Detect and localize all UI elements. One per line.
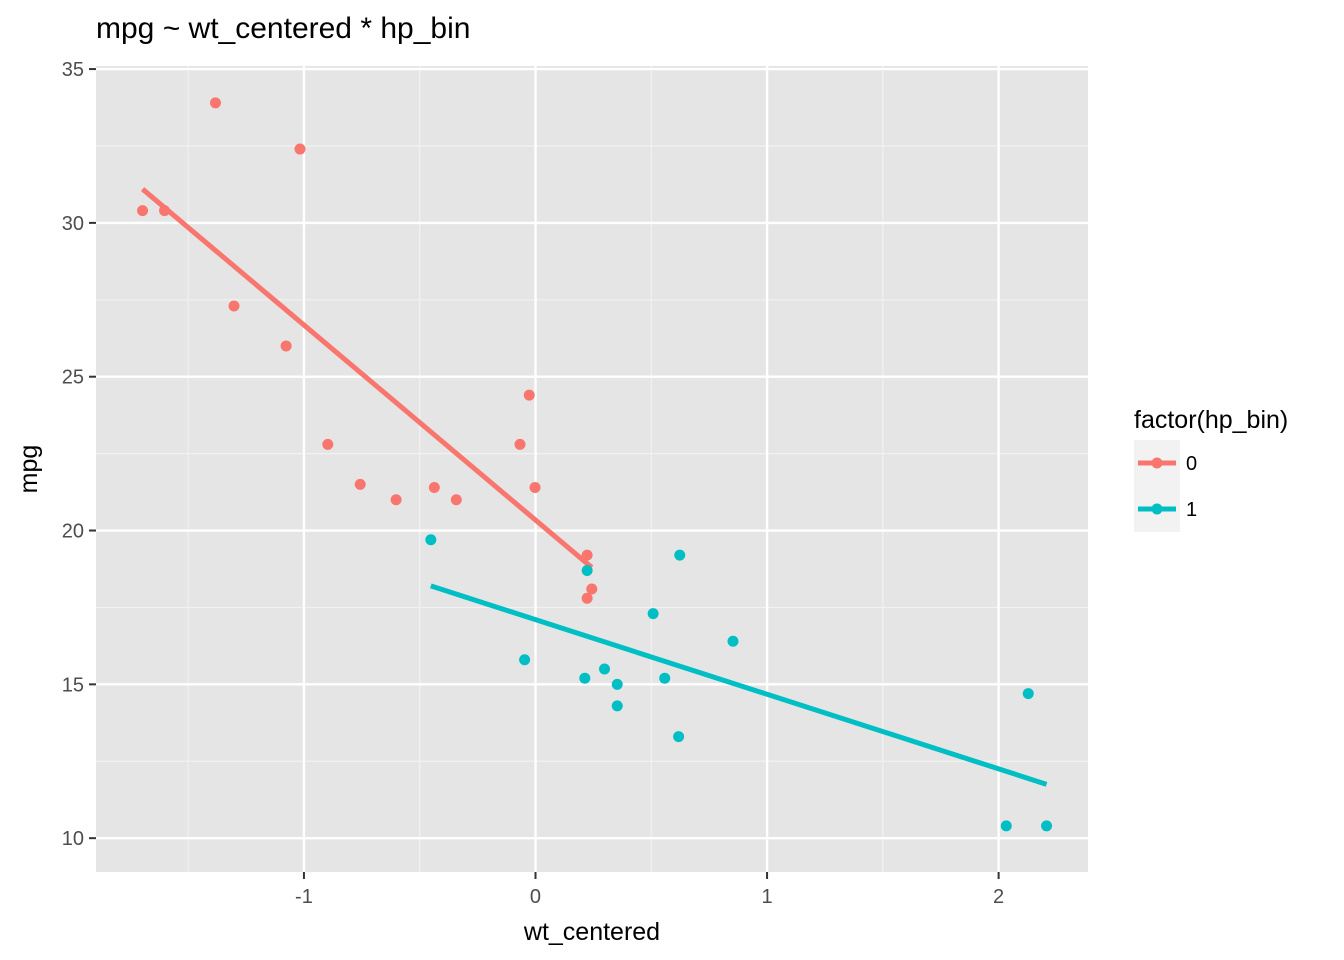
plot-panel xyxy=(96,66,1088,872)
data-point-1 xyxy=(1041,820,1053,832)
grid-major xyxy=(96,66,1088,872)
data-point-1 xyxy=(581,565,593,577)
data-point-0 xyxy=(514,438,526,450)
legend-title: factor(hp_bin) xyxy=(1134,406,1288,434)
data-point-0 xyxy=(209,97,221,109)
y-tick-label: 20 xyxy=(62,521,84,543)
chart-title: mpg ~ wt_centered * hp_bin xyxy=(96,12,470,45)
data-point-1 xyxy=(425,534,437,546)
data-point-1 xyxy=(659,672,671,684)
data-point-0 xyxy=(523,389,535,401)
legend-key-point xyxy=(1151,457,1163,469)
data-point-0 xyxy=(294,143,306,155)
data-point-0 xyxy=(390,494,402,506)
data-point-0 xyxy=(137,205,149,217)
data-point-1 xyxy=(611,678,623,690)
x-axis-title: wt_centered xyxy=(523,918,660,946)
data-point-0 xyxy=(450,494,462,506)
legend-keys: 01 xyxy=(1134,440,1197,532)
legend-key-point xyxy=(1151,503,1163,515)
y-tick-label: 30 xyxy=(62,213,84,235)
data-point-0 xyxy=(581,549,593,561)
data-point-0 xyxy=(228,300,240,312)
legend-label: 1 xyxy=(1186,499,1197,521)
legend: factor(hp_bin) 01 xyxy=(1134,406,1288,532)
data-point-1 xyxy=(519,654,531,666)
y-tick-label: 35 xyxy=(62,59,84,81)
fit-line-1 xyxy=(430,583,1048,787)
data-point-0 xyxy=(354,478,366,490)
data-point-1 xyxy=(599,663,611,675)
x-tick-label: 2 xyxy=(993,886,1004,908)
data-point-1 xyxy=(1022,688,1034,700)
x-tick-label: -1 xyxy=(295,886,313,908)
data-point-1 xyxy=(1000,820,1012,832)
data-point-1 xyxy=(727,635,739,647)
y-tick-label: 25 xyxy=(62,367,84,389)
fit-line-0 xyxy=(140,187,594,570)
data-point-0 xyxy=(586,583,598,595)
grid-minor xyxy=(96,66,1088,872)
data-point-0 xyxy=(159,205,171,217)
legend-label: 0 xyxy=(1186,453,1197,475)
y-tick-label: 10 xyxy=(62,828,84,850)
x-tick-label: 0 xyxy=(530,886,541,908)
points xyxy=(137,97,1053,832)
y-tick-label: 15 xyxy=(62,674,84,696)
data-point-1 xyxy=(674,549,686,561)
fit-lines xyxy=(140,187,1048,787)
data-point-1 xyxy=(579,672,591,684)
y-axis-title: mpg xyxy=(15,445,43,494)
x-axis: -1 0 1 2 xyxy=(295,872,1004,908)
data-point-1 xyxy=(611,700,623,712)
data-point-0 xyxy=(280,340,292,352)
data-point-1 xyxy=(673,731,685,743)
data-point-0 xyxy=(529,481,541,493)
data-point-0 xyxy=(428,481,440,493)
x-tick-label: 1 xyxy=(761,886,772,908)
data-point-0 xyxy=(581,592,593,604)
data-point-0 xyxy=(322,438,334,450)
data-point-1 xyxy=(647,608,659,620)
y-axis: 10 15 20 25 30 35 xyxy=(62,59,96,850)
